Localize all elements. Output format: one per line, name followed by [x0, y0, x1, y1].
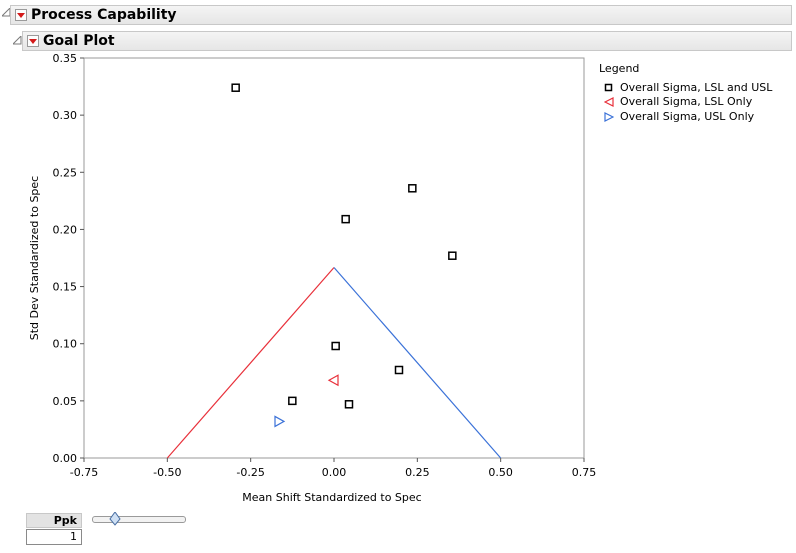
ppk-slider-track[interactable] — [92, 516, 186, 523]
x-axis-label: Mean Shift Standardized to Spec — [242, 491, 421, 504]
y-tick-label: 0.20 — [53, 223, 78, 236]
x-tick-label: 0.25 — [405, 466, 430, 479]
x-tick-label: -0.75 — [70, 466, 98, 479]
legend-title: Legend — [599, 62, 640, 75]
data-point-square[interactable] — [341, 214, 350, 224]
red-menu-triangle-icon[interactable] — [27, 35, 39, 47]
y-tick-label: 0.05 — [53, 395, 78, 408]
y-tick-label: 0.10 — [53, 338, 78, 351]
legend-item-lsl-only[interactable]: Overall Sigma, LSL Only — [604, 95, 752, 108]
legend-item-lsl-and-usl[interactable]: Overall Sigma, LSL and USL — [604, 81, 772, 94]
left-triangle-marker-icon — [604, 96, 614, 107]
y-tick-label: 0.35 — [53, 52, 78, 65]
square-marker-icon — [604, 83, 613, 91]
y-axis-label: Std Dev Standardized to Spec — [28, 176, 41, 340]
data-point-square[interactable] — [408, 184, 417, 193]
y-tick-label: 0.25 — [53, 166, 78, 179]
legend-label: Overall Sigma, USL Only — [620, 110, 755, 123]
x-tick-label: 0.50 — [488, 466, 513, 479]
y-tick-label: 0.00 — [53, 452, 78, 465]
data-point-square[interactable] — [331, 341, 340, 351]
data-point-square[interactable] — [394, 365, 404, 375]
process-capability-header[interactable]: Process Capability — [10, 5, 792, 25]
goal-plot-header[interactable]: Goal Plot — [22, 31, 792, 51]
data-point-triangle-right[interactable] — [274, 415, 286, 428]
ppk-contour-line — [333, 267, 502, 459]
plot-frame — [83, 57, 585, 459]
x-tick-label: 0.00 — [322, 466, 347, 479]
ppk-contour-line — [166, 267, 335, 459]
y-tick-label: 0.15 — [53, 281, 78, 294]
process-capability-title: Process Capability — [31, 7, 177, 23]
data-point-square[interactable] — [448, 251, 457, 260]
red-menu-triangle-icon[interactable] — [15, 9, 27, 21]
legend-label: Overall Sigma, LSL Only — [620, 95, 753, 108]
right-triangle-marker-icon — [604, 111, 614, 122]
data-point-square[interactable] — [344, 400, 354, 409]
ppk-value-input[interactable]: 1 — [26, 529, 82, 545]
ppk-slider-thumb[interactable] — [109, 512, 121, 526]
y-tick-label: 0.30 — [53, 109, 78, 122]
collapse-triangle-icon[interactable] — [13, 36, 22, 45]
x-tick-label: -0.50 — [153, 466, 181, 479]
x-tick-label: 0.75 — [572, 466, 597, 479]
data-point-square[interactable] — [231, 83, 240, 92]
legend-item-usl-only[interactable]: Overall Sigma, USL Only — [604, 110, 754, 123]
data-point-square[interactable] — [288, 396, 297, 406]
x-tick-label: -0.25 — [236, 466, 264, 479]
goal-plot-title: Goal Plot — [43, 33, 115, 49]
ppk-label: Ppk — [26, 513, 82, 528]
data-point-triangle-left[interactable] — [327, 374, 339, 387]
legend-label: Overall Sigma, LSL and USL — [620, 81, 773, 94]
